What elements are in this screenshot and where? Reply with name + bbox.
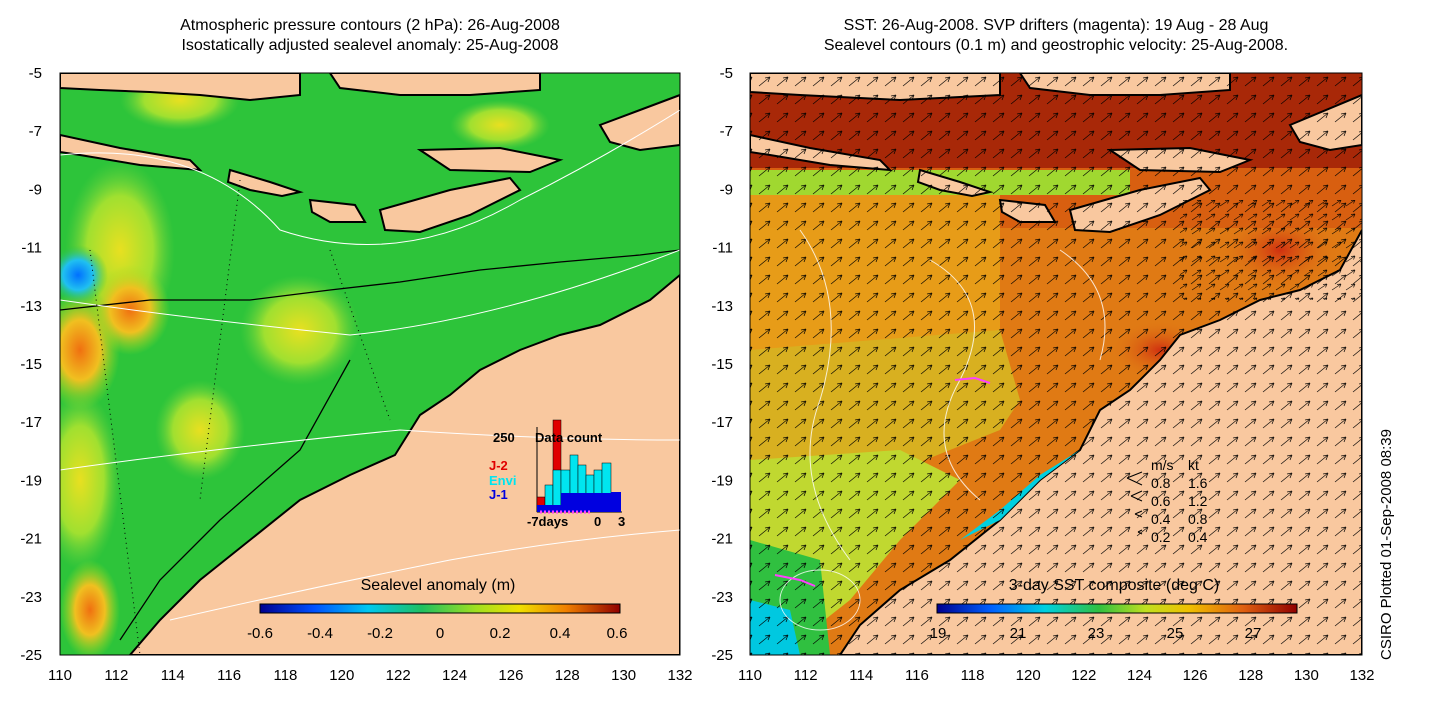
sla-tick: -0.6 <box>247 625 273 642</box>
right-x-tick-label: 116 <box>905 667 929 684</box>
right-y-tick-label: -19 <box>711 472 733 489</box>
speed-header-kt: kt <box>1188 457 1199 473</box>
left-y-tick-label: -25 <box>20 647 42 664</box>
sla-tick: 0.6 <box>607 625 628 642</box>
left-y-tick-label: -21 <box>20 531 42 548</box>
left-y-tick-label: -13 <box>20 298 42 315</box>
right-x-tick-label: 110 <box>738 667 762 684</box>
left-x-tick-label: 124 <box>442 667 467 684</box>
right-x-tick-label: 124 <box>1127 667 1152 684</box>
sst-colorbar-label: 3-day SST composite (deg C) <box>1009 577 1219 594</box>
left-y-tick-label: -19 <box>20 472 42 489</box>
right-x-tick-label: 120 <box>1016 667 1041 684</box>
left-x-tick-label: 128 <box>555 667 580 684</box>
right-y-tick-label: -25 <box>711 647 733 664</box>
speed-value: 1.6 <box>1188 475 1208 491</box>
speed-value: 0.2 <box>1151 529 1171 545</box>
sealevel-colorbar <box>259 603 621 614</box>
sst-tick: 19 <box>930 625 947 642</box>
sealevel-colorbar-label: Sealevel anomaly (m) <box>361 577 516 594</box>
speed-legend-arrows <box>1126 471 1143 535</box>
left-y-tick-label: -7 <box>29 123 42 140</box>
speed-value: 0.8 <box>1188 511 1208 527</box>
right-x-tick-label: 114 <box>849 667 873 684</box>
right-y-tick-label: -21 <box>711 531 733 548</box>
left-x-tick-label: 114 <box>161 667 185 684</box>
speed-value: 0.4 <box>1151 511 1171 527</box>
sst-colorbar-ticks: 19 21 23 25 27 <box>930 625 1262 642</box>
right-map-title: SST: 26-Aug-2008. SVP drifters (magenta)… <box>750 16 1362 56</box>
right-x-tick-label: 130 <box>1294 667 1319 684</box>
right-y-tick-label: -7 <box>720 123 733 140</box>
sst-colorbar <box>936 603 1298 614</box>
left-x-tick-label: 126 <box>498 667 523 684</box>
sla-tick: -0.2 <box>367 625 393 642</box>
speed-value: 0.8 <box>1151 475 1171 491</box>
right-y-tick-label: -5 <box>720 65 733 82</box>
speed-legend: m/s kt 0.8 1.6 0.6 1.2 0.4 0.8 0.2 0.4 <box>1151 457 1208 545</box>
left-x-tick-label: 132 <box>667 667 692 684</box>
left-x-tick-label: 118 <box>273 667 297 684</box>
right-y-tick-label: -9 <box>720 181 733 198</box>
right-y-tick-label: -11 <box>712 240 733 257</box>
left-x-tick-label: 130 <box>611 667 636 684</box>
sst-tick: 23 <box>1088 625 1105 642</box>
sst-tick: 25 <box>1167 625 1184 642</box>
inset-count-label: 250 <box>493 430 515 445</box>
inset-x-label: 3 <box>618 514 625 529</box>
left-x-tick-label: 110 <box>48 667 72 684</box>
left-x-tick-label: 116 <box>217 667 241 684</box>
left-x-tick-label: 120 <box>329 667 354 684</box>
right-x-tick-label: 126 <box>1183 667 1208 684</box>
sla-tick: 0.2 <box>490 625 511 642</box>
right-x-tick-label: 122 <box>1071 667 1096 684</box>
sst-tick: 21 <box>1010 625 1027 642</box>
left-x-tick-label: 112 <box>104 667 128 684</box>
right-title-line2: Sealevel contours (0.1 m) and geostrophi… <box>823 37 1289 54</box>
right-y-tick-label: -13 <box>711 298 733 315</box>
speed-value: 1.2 <box>1188 493 1208 509</box>
right-x-tick-label: 128 <box>1238 667 1263 684</box>
inset-legend-j1: J-1 <box>489 487 508 502</box>
sla-tick: 0.4 <box>550 625 571 642</box>
right-y-tick-label: -15 <box>711 356 733 373</box>
left-y-tick-label: -11 <box>21 240 42 257</box>
left-map-title: Atmospheric pressure contours (2 hPa): 2… <box>60 16 680 56</box>
speed-value: 0.6 <box>1151 493 1171 509</box>
right-y-tick-label: -17 <box>711 414 733 431</box>
left-y-tick-label: -9 <box>29 181 42 198</box>
right-x-tick-label: 132 <box>1349 667 1374 684</box>
inset-legend-j2: J-2 <box>489 458 508 473</box>
right-x-tick-label: 112 <box>794 667 818 684</box>
left-y-tick-label: -5 <box>29 65 42 82</box>
left-title-line2: Isostatically adjusted sealevel anomaly:… <box>181 37 559 54</box>
right-y-tick-label: -23 <box>711 589 733 606</box>
data-count-inset <box>536 419 622 514</box>
plot-credit: CSIRO Plotted 01-Sep-2008 08:39 <box>1378 429 1395 660</box>
sla-tick: -0.4 <box>307 625 333 642</box>
sst-map <box>750 73 1362 655</box>
left-y-tick-label: -23 <box>20 589 42 606</box>
inset-title: Data count <box>535 430 603 445</box>
right-x-tick-label: 118 <box>961 667 985 684</box>
left-x-tick-label: 122 <box>386 667 411 684</box>
sla-tick: 0 <box>436 625 444 642</box>
inset-x-label: 0 <box>594 514 601 529</box>
sealevel-anomaly-map <box>60 73 680 655</box>
left-y-tick-label: -17 <box>20 414 42 431</box>
sst-tick: 27 <box>1245 625 1262 642</box>
inset-legend-envi: Envi <box>489 473 516 488</box>
right-title-line1: SST: 26-Aug-2008. SVP drifters (magenta)… <box>843 17 1269 34</box>
left-y-tick-label: -15 <box>20 356 42 373</box>
left-title-line1: Atmospheric pressure contours (2 hPa): 2… <box>180 17 560 34</box>
speed-value: 0.4 <box>1188 529 1208 545</box>
inset-x-label: -7days <box>527 514 568 529</box>
sealevel-colorbar-ticks: -0.6 -0.4 -0.2 0 0.2 0.4 0.6 <box>247 625 627 642</box>
speed-header-ms: m/s <box>1151 457 1174 473</box>
